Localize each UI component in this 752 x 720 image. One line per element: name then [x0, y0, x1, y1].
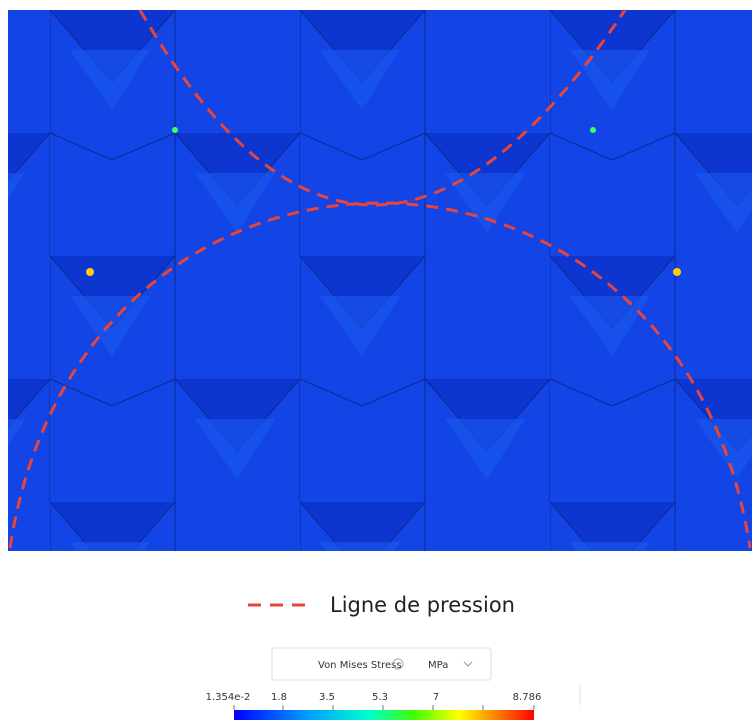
legend-label: Ligne de pression	[330, 593, 515, 617]
hotspot	[172, 127, 178, 133]
simulation-view	[8, 10, 752, 551]
colorbar	[234, 710, 534, 720]
colorbar-ticks	[234, 705, 534, 710]
hotspot	[590, 127, 596, 133]
tick-label: 1.8	[271, 692, 287, 703]
tick-label: 7	[433, 692, 439, 703]
legend: Ligne de pression	[248, 593, 515, 617]
colorbar-panel: Von Mises Stress MPa 1.354e-2 1.8 3.5 5.…	[206, 648, 580, 720]
quantity: Von Mises Stress	[318, 660, 402, 671]
tick-label: 5.3	[372, 692, 388, 703]
screen: Ligne de pression Von Mises Stress MPa 1…	[0, 0, 752, 720]
hotspot	[86, 268, 94, 276]
tick-label: 1.354e-2	[206, 692, 251, 703]
tick-label: 8.786	[513, 692, 542, 703]
hotspot	[673, 268, 681, 276]
unit[interactable]: MPa	[428, 660, 448, 671]
stress-field	[8, 10, 752, 551]
page: Ligne de pression Von Mises Stress MPa 1…	[0, 0, 752, 720]
tick-label: 3.5	[319, 692, 335, 703]
